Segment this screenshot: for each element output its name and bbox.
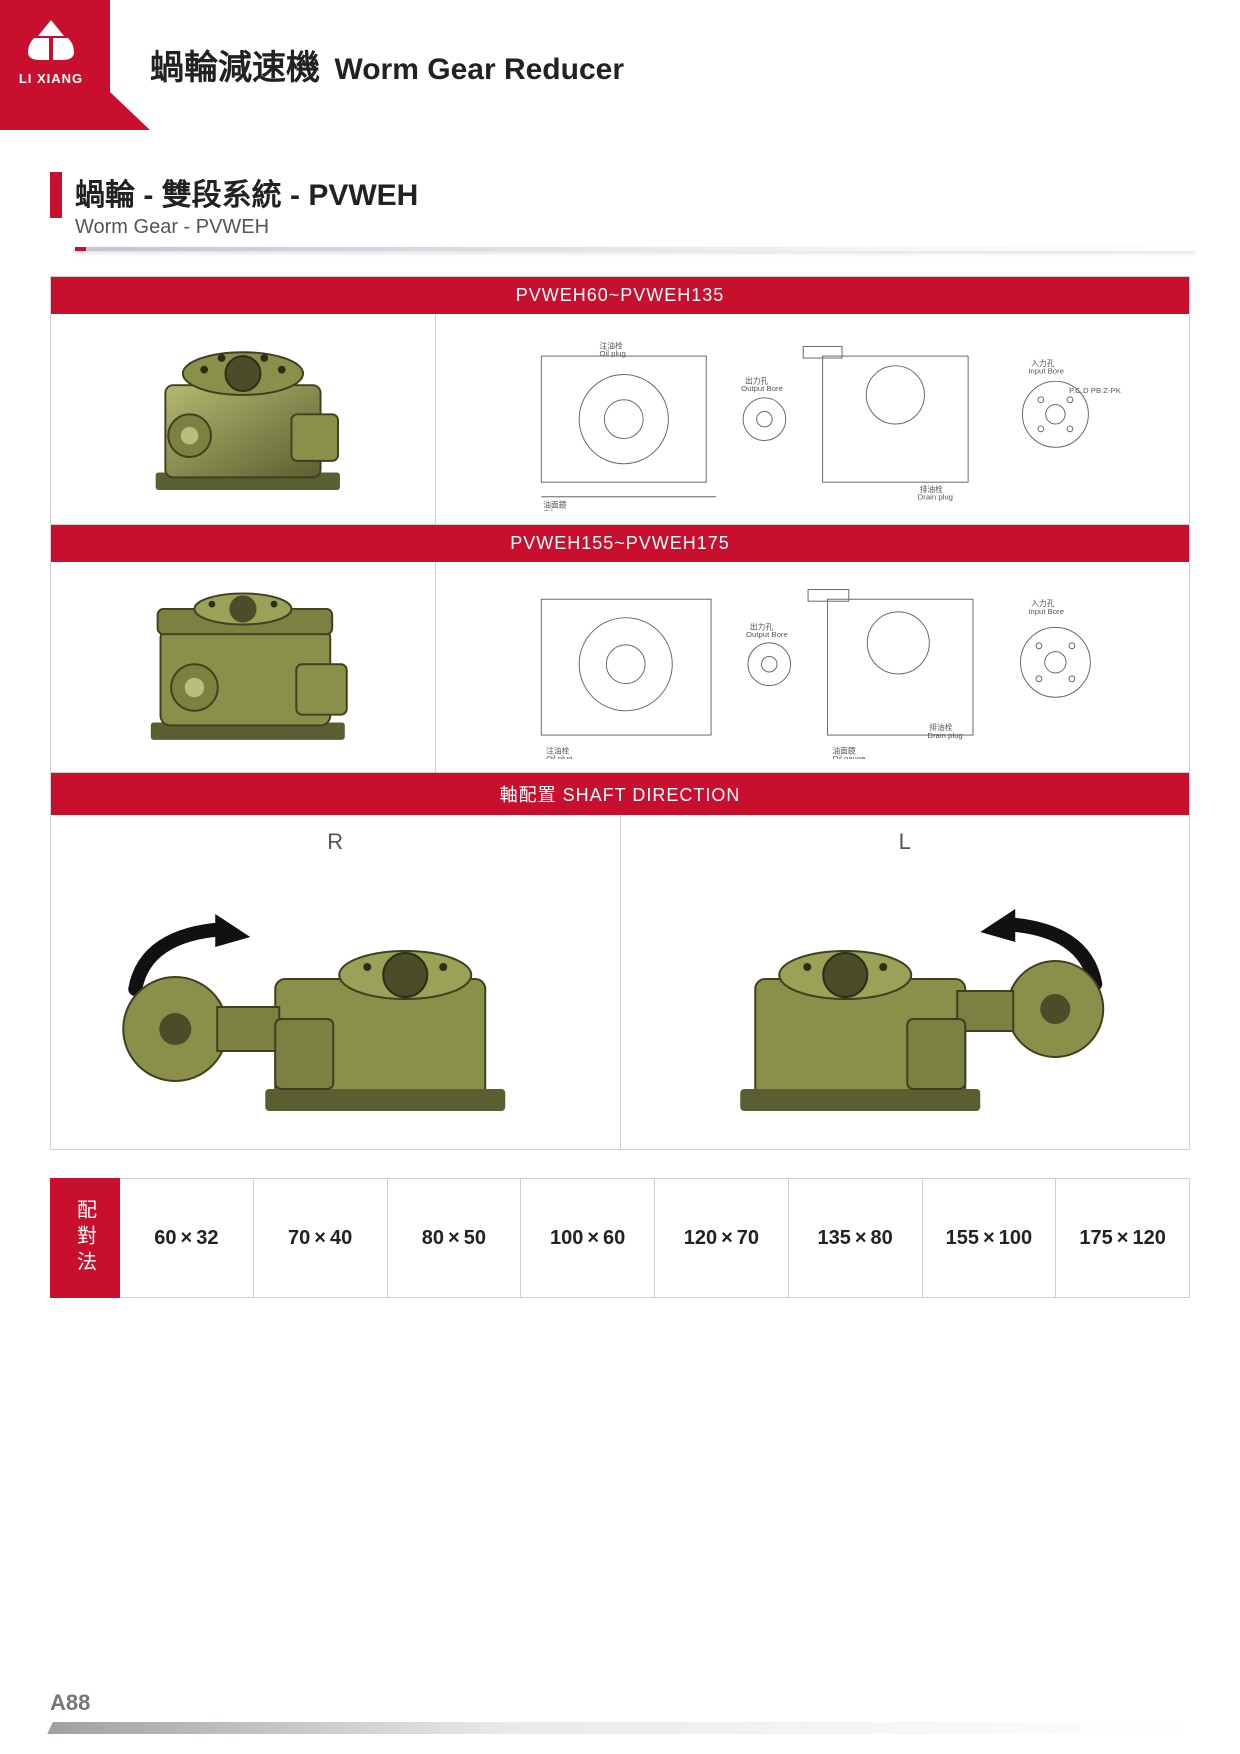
model2-drawing-cell: 注油栓 Oil plug 出力孔 Output Bore 油面鏡 Oil gau…	[436, 562, 1189, 772]
model1-drawing-cell: 注油栓 Oil plug 油面鏡 Oil gauge 出力孔 Output Bo…	[436, 314, 1189, 524]
model2-render-cell	[51, 562, 436, 772]
brand-name: LI XIANG	[18, 71, 84, 86]
page-footer: A88	[50, 1690, 1240, 1734]
svg-text:Oil plug: Oil plug	[599, 349, 625, 358]
model-band-1: PVWEH60~PVWEH135	[51, 277, 1189, 314]
section-title-en: Worm Gear - PVWEH	[75, 216, 1240, 239]
pairing-cell-1: 70×40	[254, 1178, 388, 1298]
section-title-zh: 蝸輪 - 雙段系統 - PVWEH	[75, 170, 1240, 214]
pairing-cell-0: 60×32	[120, 1178, 254, 1298]
header-title-zh: 蝸輪減速機	[150, 49, 320, 87]
shaft-label-r: R	[51, 815, 621, 869]
pairing-cell-4: 120×70	[655, 1178, 789, 1298]
technical-drawing-1: 注油栓 Oil plug 油面鏡 Oil gauge 出力孔 Output Bo…	[463, 327, 1163, 511]
pairing-cell-6: 155×100	[923, 1178, 1057, 1298]
shaft-header: R L	[51, 815, 1189, 869]
brand-logo-icon	[18, 18, 84, 69]
header-title-en: Worm Gear Reducer	[334, 53, 624, 86]
pairing-cell-2: 80×50	[388, 1178, 522, 1298]
svg-text:Oil plug: Oil plug	[546, 754, 572, 759]
brand-logo: LI XIANG	[18, 18, 84, 86]
model-panel-2: PVWEH155~PVWEH175	[50, 525, 1190, 773]
page-header: LI XIANG 蝸輪減速機 Worm Gear Reducer	[0, 0, 1240, 130]
model-band-2: PVWEH155~PVWEH175	[51, 525, 1189, 562]
page-number: A88	[50, 1690, 1240, 1716]
svg-text:Output Bore: Output Bore	[746, 630, 788, 639]
shaft-row	[51, 869, 1189, 1149]
model-row-1: 注油栓 Oil plug 油面鏡 Oil gauge 出力孔 Output Bo…	[51, 314, 1189, 524]
shaft-label-l: L	[621, 815, 1190, 869]
header-title: 蝸輪減速機 Worm Gear Reducer	[150, 40, 624, 89]
svg-text:Drain plug: Drain plug	[917, 493, 952, 502]
shaft-r-cell	[51, 869, 621, 1149]
section-title: 蝸輪 - 雙段系統 - PVWEH Worm Gear - PVWEH	[50, 170, 1240, 251]
svg-text:Drain plug: Drain plug	[927, 731, 962, 740]
gear-render-2	[68, 575, 418, 759]
pairing-label: 配對法	[50, 1178, 120, 1298]
section-accent-bar	[50, 172, 62, 218]
shaft-l-render	[631, 879, 1180, 1139]
shaft-band: 軸配置 SHAFT DIRECTION	[51, 773, 1189, 815]
svg-text:Oil gauge: Oil gauge	[832, 754, 865, 759]
pairing-cell-5: 135×80	[789, 1178, 923, 1298]
model1-render-cell	[51, 314, 436, 524]
shaft-panel: 軸配置 SHAFT DIRECTION R L	[50, 773, 1190, 1150]
svg-text:Output Bore: Output Bore	[741, 384, 783, 393]
gear-render-1	[68, 327, 418, 511]
pairing-cell-3: 100×60	[521, 1178, 655, 1298]
model-row-2: 注油栓 Oil plug 出力孔 Output Bore 油面鏡 Oil gau…	[51, 562, 1189, 772]
footer-bar	[47, 1722, 1193, 1734]
section-underline	[75, 247, 1195, 251]
shaft-l-cell	[621, 869, 1190, 1149]
technical-drawing-2: 注油栓 Oil plug 出力孔 Output Bore 油面鏡 Oil gau…	[463, 575, 1163, 759]
pairing-table: 配對法 60×32 70×40 80×50 100×60 120×70 135×…	[50, 1178, 1190, 1298]
svg-text:Input Bore: Input Bore	[1028, 366, 1064, 375]
svg-text:P.C.D PB Z-PK: P.C.D PB Z-PK	[1069, 386, 1122, 395]
svg-text:Input Bore: Input Bore	[1028, 607, 1064, 616]
svg-text:Oil gauge: Oil gauge	[543, 508, 576, 511]
model-panel-1: PVWEH60~PVWEH135	[50, 276, 1190, 525]
pairing-cell-7: 175×120	[1056, 1178, 1190, 1298]
shaft-r-render	[61, 879, 610, 1139]
